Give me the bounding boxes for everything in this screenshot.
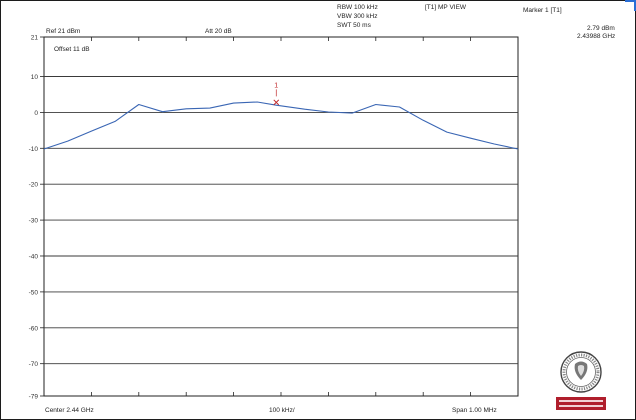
- y-tick-label: -30: [29, 218, 39, 225]
- bureau-veritas-logo: [556, 351, 606, 410]
- marker-1-symbol: [273, 99, 280, 106]
- corner-accent: [625, 0, 636, 11]
- marker-title: Marker 1 [T1]: [523, 7, 562, 14]
- y-tick-label: -70: [29, 361, 39, 368]
- span-label: Span 1.00 MHz: [452, 407, 497, 414]
- plot-border: [43, 36, 519, 397]
- y-tick-label: -40: [29, 253, 39, 260]
- swt-label: SWT 50 ms: [337, 22, 371, 29]
- y-tick-label: -79: [29, 394, 39, 401]
- spectrum-trace: [43, 101, 519, 150]
- vbw-label: VBW 300 kHz: [337, 13, 378, 20]
- y-tick-label: -60: [29, 325, 39, 332]
- rbw-label: RBW 100 kHz: [337, 4, 378, 11]
- y-tick-label: -10: [29, 146, 39, 153]
- y-tick-label: -50: [29, 289, 39, 296]
- y-tick-label: 21: [31, 35, 39, 42]
- marker-frequency-readout: 2.43988 GHz: [577, 33, 616, 40]
- y-tick-label: 0: [34, 110, 38, 117]
- marker-level-readout: 2.79 dBm: [587, 25, 615, 32]
- center-frequency-label: Center 2.44 GHz: [45, 407, 94, 414]
- attenuation-label: Att 20 dB: [205, 28, 232, 35]
- offset-label: Offset 11 dB: [54, 46, 90, 53]
- y-tick-label: -20: [29, 182, 39, 189]
- marker-1-label: 1: [274, 82, 278, 89]
- division-label: 100 kHz/: [269, 407, 295, 414]
- y-tick-label: 10: [31, 74, 39, 81]
- view-mode-label: [T1] MP VIEW: [425, 4, 467, 11]
- reference-level-label: Ref 21 dBm: [46, 28, 81, 35]
